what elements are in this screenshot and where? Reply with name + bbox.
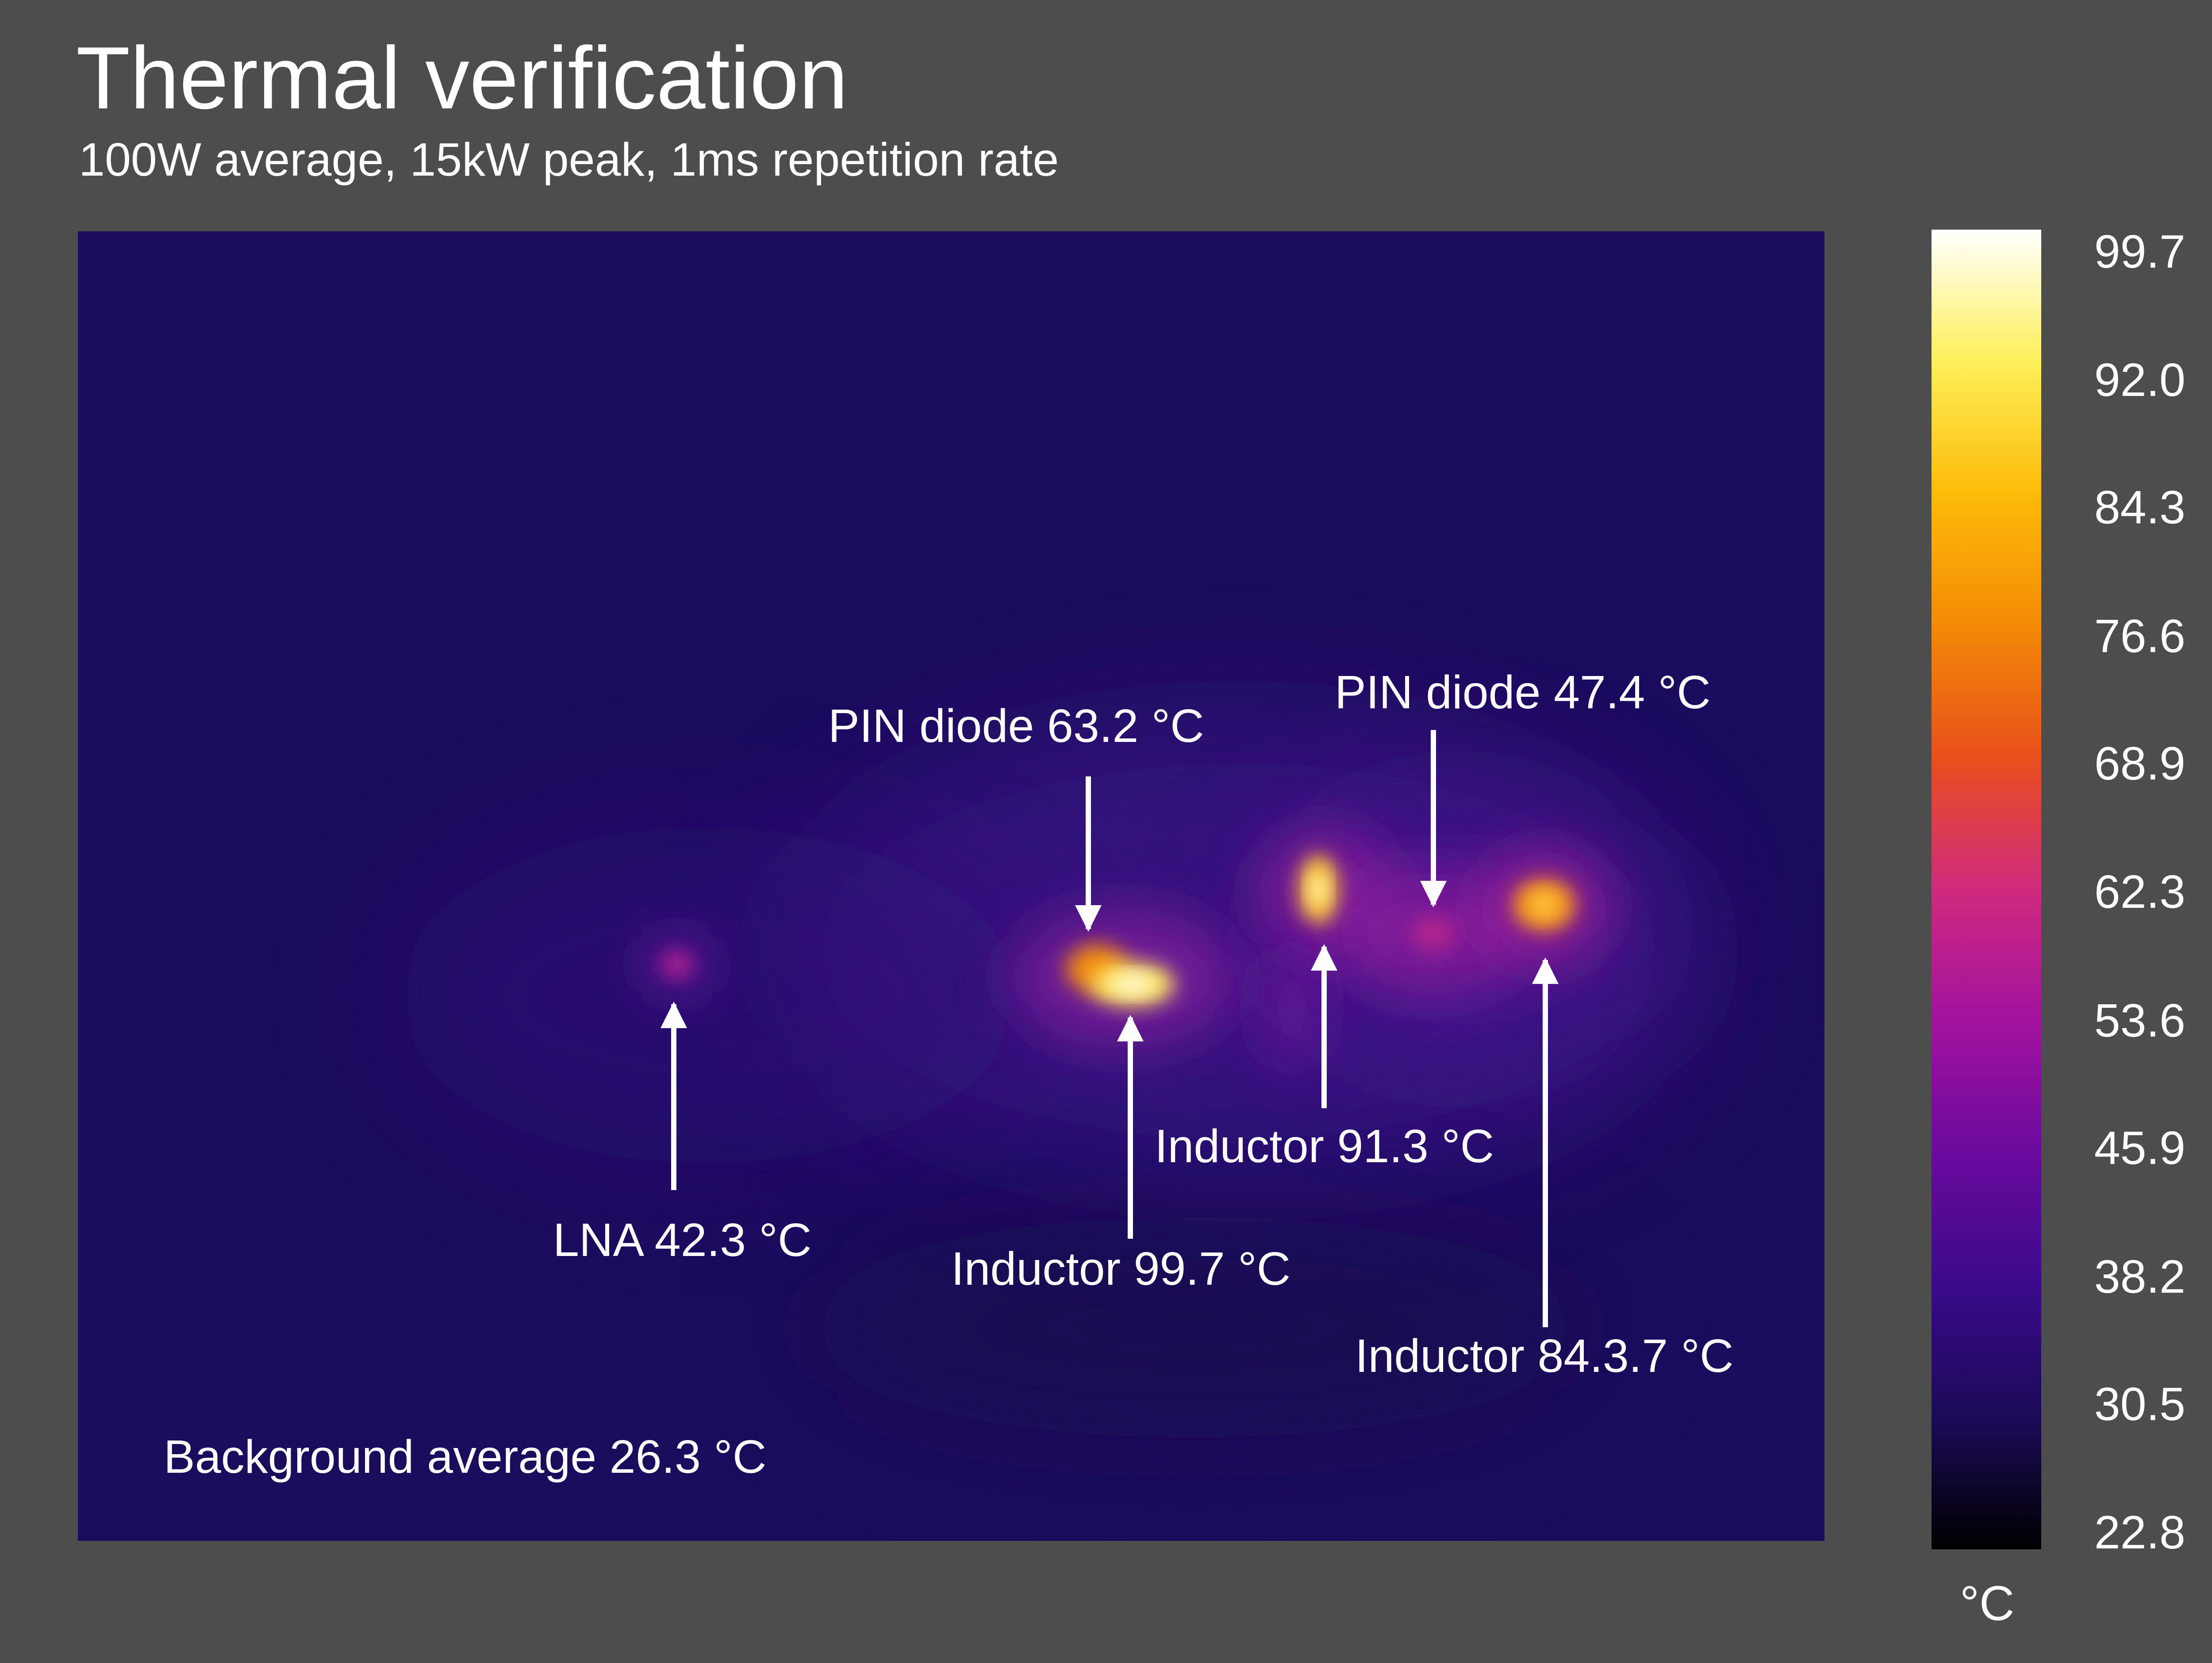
colorbar-tick-label: 53.6 bbox=[2053, 997, 2185, 1044]
annotation-background-average: Background average 26.3 °C bbox=[164, 1431, 766, 1482]
colorbar-tick-label: 62.3 bbox=[2053, 868, 2185, 915]
colorbar-tick-label: 22.8 bbox=[2053, 1509, 2185, 1556]
annotation-inductor-91: Inductor 91.3 °C bbox=[1155, 1121, 1494, 1172]
colorbar-tick-label: 92.0 bbox=[2053, 357, 2185, 403]
colorbar-tick-label: 45.9 bbox=[2053, 1125, 2185, 1171]
colorbar-tick-label: 99.7 bbox=[2053, 228, 2185, 275]
annotation-inductor-84: Inductor 84.3.7 °C bbox=[1355, 1330, 1734, 1382]
colorbar bbox=[1932, 230, 2041, 1549]
annotation-lna: LNA 42.3 °C bbox=[553, 1214, 812, 1266]
annotation-inductor-99: Inductor 99.7 °C bbox=[951, 1243, 1290, 1294]
annotation-pin-diode-63: PIN diode 63.2 °C bbox=[828, 700, 1204, 752]
colorbar-tick-label: 76.6 bbox=[2053, 613, 2185, 660]
colorbar-tick-label: 68.9 bbox=[2053, 740, 2185, 787]
colorbar-tick-label: 84.3 bbox=[2053, 484, 2185, 531]
colorbar-unit-label: °C bbox=[1960, 1577, 2014, 1630]
annotation-pin-diode-47: PIN diode 47.4 °C bbox=[1335, 667, 1711, 718]
colorbar-tick-label: 30.5 bbox=[2053, 1381, 2185, 1428]
colorbar-tick-label: 38.2 bbox=[2053, 1253, 2185, 1300]
